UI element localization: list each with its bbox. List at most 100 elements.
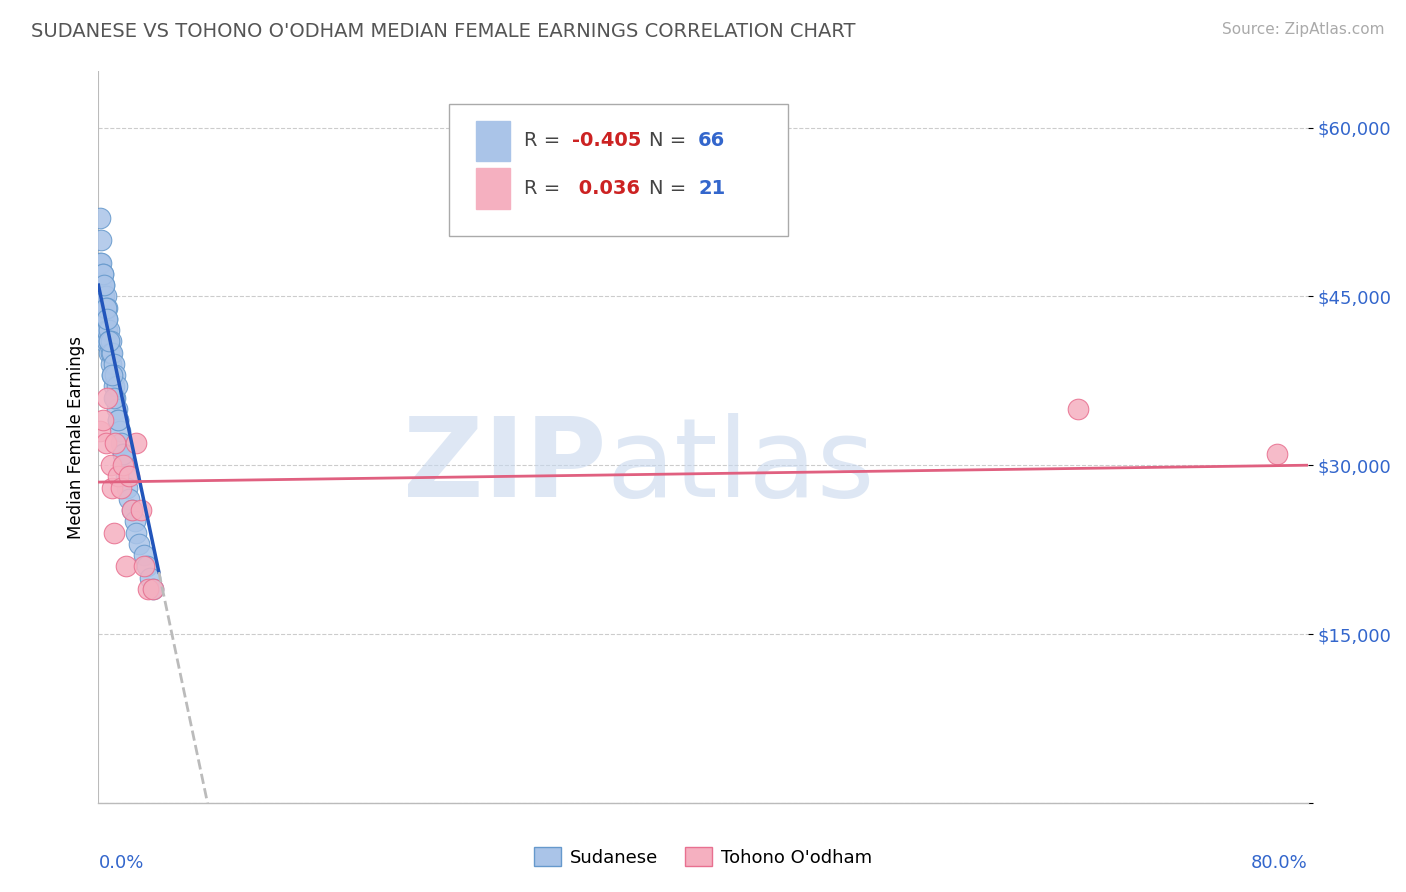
Point	[94, 289, 117, 303]
Point	[101, 345, 124, 359]
Point	[89, 278, 111, 293]
Point	[89, 211, 111, 225]
Point	[136, 582, 159, 596]
Point	[112, 458, 135, 473]
Point	[91, 289, 114, 303]
Point	[125, 525, 148, 540]
Point	[101, 368, 124, 383]
Text: N =: N =	[648, 179, 692, 198]
Point	[91, 301, 114, 315]
Point	[108, 425, 131, 439]
Point	[103, 525, 125, 540]
Point	[125, 435, 148, 450]
Point	[132, 548, 155, 562]
Text: 0.0%: 0.0%	[98, 854, 143, 872]
FancyBboxPatch shape	[449, 104, 787, 236]
Point	[90, 255, 112, 269]
Point	[100, 357, 122, 371]
Point	[132, 559, 155, 574]
Point	[103, 391, 125, 405]
Point	[135, 559, 157, 574]
Point	[114, 559, 136, 574]
Point	[1267, 447, 1289, 461]
Point	[110, 481, 132, 495]
Point	[94, 312, 117, 326]
Point	[94, 301, 117, 315]
Point	[1067, 401, 1090, 416]
Point	[90, 278, 112, 293]
Point	[96, 323, 118, 337]
Y-axis label: Median Female Earnings: Median Female Earnings	[66, 335, 84, 539]
Point	[114, 469, 136, 483]
Point	[118, 491, 141, 506]
Point	[98, 323, 121, 337]
Point	[104, 391, 127, 405]
Point	[128, 537, 150, 551]
Point	[90, 301, 112, 315]
Point	[107, 469, 129, 483]
Point	[101, 481, 124, 495]
Point	[100, 345, 122, 359]
Point	[94, 323, 117, 337]
Point	[93, 312, 115, 326]
Point	[93, 278, 115, 293]
Point	[98, 334, 121, 349]
Point	[118, 469, 141, 483]
Point	[124, 515, 146, 529]
Text: N =: N =	[648, 131, 692, 151]
Point	[89, 255, 111, 269]
Point	[129, 503, 152, 517]
Point	[98, 334, 121, 349]
Point	[101, 368, 124, 383]
Point	[98, 345, 121, 359]
Point	[100, 334, 122, 349]
Point	[91, 312, 114, 326]
Point	[111, 447, 134, 461]
Bar	[475, 169, 509, 209]
Point	[105, 379, 128, 393]
Point	[96, 334, 118, 349]
Point	[142, 582, 165, 596]
Point	[110, 435, 132, 450]
Point	[96, 312, 118, 326]
Point	[103, 379, 125, 393]
Legend: Sudanese, Tohono O'odham: Sudanese, Tohono O'odham	[526, 840, 880, 874]
Point	[111, 458, 134, 473]
Point	[103, 357, 125, 371]
Point	[104, 435, 127, 450]
Text: -0.405: -0.405	[572, 131, 641, 151]
Point	[105, 401, 128, 416]
Point	[107, 413, 129, 427]
Point	[93, 278, 115, 293]
Text: SUDANESE VS TOHONO O'ODHAM MEDIAN FEMALE EARNINGS CORRELATION CHART: SUDANESE VS TOHONO O'ODHAM MEDIAN FEMALE…	[31, 22, 855, 41]
Point	[91, 323, 114, 337]
Point	[90, 312, 112, 326]
Text: 0.036: 0.036	[572, 179, 640, 198]
Point	[94, 435, 117, 450]
Text: 21: 21	[699, 179, 725, 198]
Text: atlas: atlas	[606, 413, 875, 520]
Text: 80.0%: 80.0%	[1251, 854, 1308, 872]
Point	[93, 334, 115, 349]
Point	[104, 368, 127, 383]
Point	[90, 233, 112, 247]
Point	[111, 447, 134, 461]
Text: Source: ZipAtlas.com: Source: ZipAtlas.com	[1222, 22, 1385, 37]
Point	[93, 301, 115, 315]
Point	[91, 278, 114, 293]
Point	[107, 413, 129, 427]
Point	[121, 503, 143, 517]
Point	[93, 289, 115, 303]
Text: R =: R =	[524, 131, 567, 151]
Point	[96, 391, 118, 405]
Text: 66: 66	[699, 131, 725, 151]
Point	[96, 312, 118, 326]
Point	[139, 571, 162, 585]
Text: R =: R =	[524, 179, 567, 198]
Bar	[475, 120, 509, 161]
Point	[100, 458, 122, 473]
Point	[91, 267, 114, 281]
Point	[91, 267, 114, 281]
Point	[89, 425, 111, 439]
Point	[115, 481, 138, 495]
